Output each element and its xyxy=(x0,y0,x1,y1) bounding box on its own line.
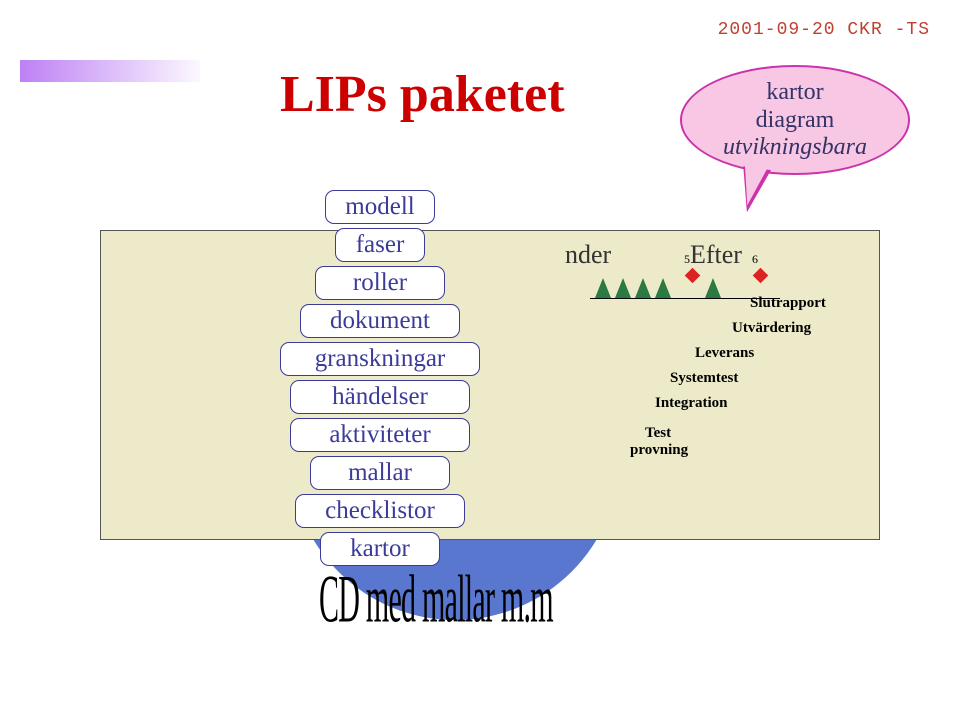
activity-label: Test xyxy=(645,425,671,442)
milestone-tri-icon xyxy=(635,278,651,298)
milestone-tri-icon xyxy=(655,278,671,298)
stack-item: modell xyxy=(325,190,435,224)
milestone-tri-icon xyxy=(705,278,721,298)
stack-item: granskningar xyxy=(280,342,480,376)
bubble-line3: utvikningsbara xyxy=(682,134,908,162)
cd-label: CD med mallar m.m xyxy=(319,559,553,639)
header-date: 2001-09-20 CKR -TS xyxy=(718,20,930,40)
stack-item: roller xyxy=(315,266,445,300)
activity-label: Utvärdering xyxy=(732,320,811,337)
stack-item: dokument xyxy=(300,304,460,338)
activity-label: Leverans xyxy=(695,345,754,362)
stack-item: kartor xyxy=(320,532,440,566)
page-title: LIPs paketet xyxy=(280,65,565,124)
item-stack: modell faser roller dokument granskninga… xyxy=(280,190,480,570)
stack-item: faser xyxy=(335,228,425,262)
activity-label: Integration xyxy=(655,395,728,412)
milestone-tri-icon xyxy=(615,278,631,298)
gate-num: 6 xyxy=(752,252,758,267)
stack-item: händelser xyxy=(290,380,470,414)
milestone-tri-icon xyxy=(595,278,611,298)
bubble-line2: diagram xyxy=(682,107,908,135)
bubble-line1: kartor xyxy=(682,79,908,107)
stack-item: aktiviteter xyxy=(290,418,470,452)
phase-efter: Efter xyxy=(690,240,742,270)
stack-item: checklistor xyxy=(295,494,465,528)
activity-label: Slutrapport xyxy=(750,295,826,312)
activity-label: Systemtest xyxy=(670,370,738,387)
stack-item: mallar xyxy=(310,456,450,490)
phase-under-partial: nder xyxy=(565,240,611,270)
accent-bar xyxy=(20,60,200,82)
speech-bubble: kartor diagram utvikningsbara xyxy=(680,65,910,175)
activity-label: provning xyxy=(630,442,688,459)
gate-num: 5 xyxy=(684,252,690,267)
